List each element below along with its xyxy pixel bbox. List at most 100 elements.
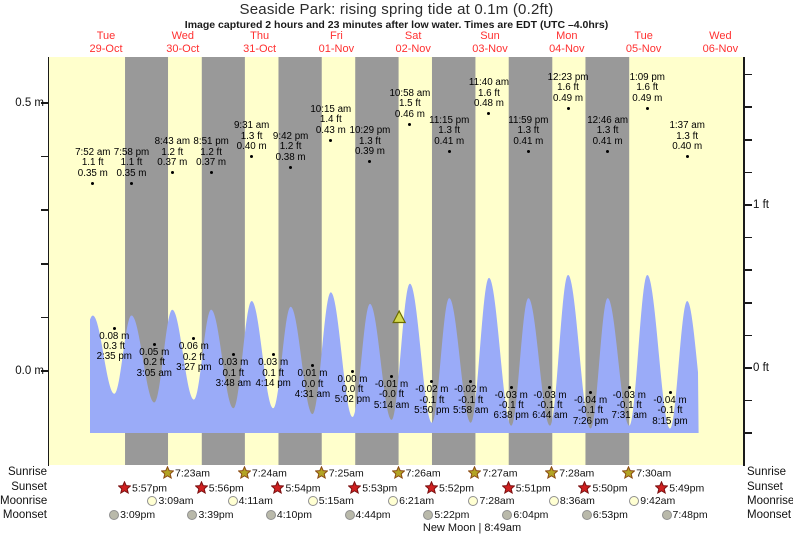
tide-point-dot (310, 364, 314, 368)
right-axis-tick (744, 236, 752, 239)
tide-annotation-low: 0.00 m 0.0 ft 5:02 pm (334, 373, 371, 406)
sunset-icon (194, 480, 209, 495)
moon-phase-label: New Moon | 8:49am (422, 522, 522, 534)
tide-annotation-low: -0.02 m -0.1 ft 5:50 pm (414, 384, 450, 417)
tide-annotation-low: 0.08 m 0.3 ft 2:35 pm (96, 330, 132, 363)
moonset-event: 6:53pm (581, 509, 628, 521)
sunset-event: 5:56pm (194, 480, 244, 495)
moonset-icon (265, 509, 277, 521)
sunset-time: 5:54pm (285, 482, 321, 495)
tide-point-dot (447, 149, 451, 153)
tide-point-dot (606, 149, 610, 153)
sunset-icon (270, 480, 286, 495)
sunset-event: 5:49pm (654, 480, 704, 495)
moonset-time: 7:48pm (672, 509, 708, 521)
tide-annotation-low: -0.03 m -0.1 ft 7:31 am (611, 389, 647, 422)
right-axis-tick (744, 106, 752, 108)
left-axis-tick (40, 209, 49, 211)
moonrise-event: 3:09am (147, 495, 194, 507)
sunset-icon (347, 480, 362, 495)
right-axis-tick (744, 334, 752, 337)
sunset-time: 5:53pm (362, 482, 398, 495)
moonrise-event: 7:28am (468, 495, 515, 507)
tide-point-dot (509, 385, 513, 389)
tide-annotation-high: 10:58 am 1.5 ft 0.46 m (389, 87, 431, 120)
tide-plot-area: 7:52 am 1.1 ft 0.35 m 0.08 m 0.3 ft 2:35 pm 7:… (49, 57, 743, 465)
day-label: Tue 29-Oct (89, 30, 123, 55)
moonset-icon (581, 509, 593, 521)
tide-annotation-low: -0.03 m -0.1 ft 6:44 am (532, 389, 568, 422)
moonset-event: 3:39pm (187, 509, 234, 521)
left-axis-tick (40, 263, 49, 265)
moonset-icon (423, 509, 434, 521)
moonrise-row-label: Moonrise (747, 495, 793, 507)
tide-annotation-high: 9:31 am 1.3 ft 0.40 m (233, 120, 270, 152)
tide-point-dot (368, 160, 372, 164)
sunrise-event: 7:25am (314, 465, 364, 480)
moonset-time: 3:09pm (120, 509, 156, 521)
tide-annotation-high: 7:58 pm 1.1 ft 0.35 m (113, 146, 150, 179)
left-axis-tick (40, 102, 49, 104)
right-axis-tick (744, 204, 752, 206)
right-axis-tick (744, 302, 752, 304)
moonrise-row-label: Moonrise (0, 495, 48, 507)
capture-time-marker (392, 309, 407, 324)
tide-point-dot (129, 181, 133, 185)
sunrise-time: 7:27am (482, 467, 518, 480)
sunrise-event: 7:28am (544, 465, 595, 480)
left-axis-label: 0.0 m (15, 364, 44, 377)
tide-annotation-high: 8:43 am 1.2 ft 0.37 m (154, 136, 190, 168)
moonset-row-label: Moonset (747, 509, 792, 521)
sunrise-icon (160, 465, 175, 480)
sunrise-row-label: Sunrise (8, 466, 47, 478)
tide-annotation-low: 0.06 m 0.2 ft 3:27 pm (176, 341, 212, 374)
moonset-event: 6:04pm (502, 509, 548, 521)
sunset-icon (424, 480, 439, 495)
tide-point-dot (487, 112, 491, 116)
sunset-event: 5:53pm (347, 480, 398, 495)
moonset-time: 4:10pm (276, 509, 312, 521)
tide-plot-svg (49, 57, 743, 465)
tide-point-dot (329, 139, 333, 143)
right-axis-tick (744, 269, 752, 271)
tide-annotation-high: 9:42 pm 1.2 ft 0.38 m (272, 130, 309, 163)
tide-annotation-high: 11:15 pm 1.3 ft 0.41 m (429, 114, 470, 147)
tide-point-dot (390, 374, 394, 378)
right-axis-tick (744, 73, 752, 76)
sunrise-event: 7:23am (160, 465, 210, 480)
tide-point-dot (589, 390, 593, 394)
tide-annotation-high: 11:59 pm 1.3 ft 0.41 m (508, 114, 549, 147)
tide-annotation-high: 1:37 am 1.3 ft 0.40 m (669, 120, 705, 152)
day-label: Mon 04-Nov (549, 30, 585, 55)
sunrise-row-label: Sunrise (747, 466, 786, 478)
tide-point-dot (192, 337, 196, 341)
sunset-icon (577, 480, 593, 495)
tide-annotation-low: -0.04 m -0.1 ft 8:15 pm (652, 394, 688, 427)
sunrise-icon (621, 465, 636, 480)
moonset-time: 5:22pm (434, 509, 470, 521)
moonset-event: 3:09pm (109, 509, 155, 521)
tide-annotation-high: 11:40 am 1.6 ft 0.48 m (468, 77, 509, 110)
tide-annotation-low: -0.01 m -0.0 ft 5:14 am (373, 378, 410, 411)
sunrise-time: 7:24am (251, 467, 287, 480)
sunrise-event: 7:26am (391, 465, 441, 480)
day-label: Wed 30-Oct (166, 30, 200, 55)
sunrise-time: 7:28am (559, 467, 595, 480)
sunset-icon (501, 480, 516, 495)
moonrise-icon (307, 495, 319, 507)
tide-annotation-low: 0.01 m 0.0 ft 4:31 am (294, 368, 331, 400)
sunrise-event: 7:27am (467, 465, 518, 480)
sunrise-icon (237, 465, 252, 480)
moonrise-icon (388, 495, 399, 507)
day-label: Wed 06-Nov (702, 30, 739, 55)
moonset-time: 6:04pm (513, 509, 549, 521)
right-axis-tick (744, 432, 752, 434)
right-axis-tick (744, 171, 752, 174)
moonrise-time: 7:28am (479, 495, 515, 507)
sunset-event: 5:54pm (270, 480, 321, 495)
sunrise-icon (314, 465, 329, 480)
tide-annotation-high: 1:09 pm 1.6 ft 0.49 m (629, 71, 665, 104)
day-label: Sun 03-Nov (472, 30, 508, 55)
sunset-event: 5:51pm (501, 480, 551, 495)
